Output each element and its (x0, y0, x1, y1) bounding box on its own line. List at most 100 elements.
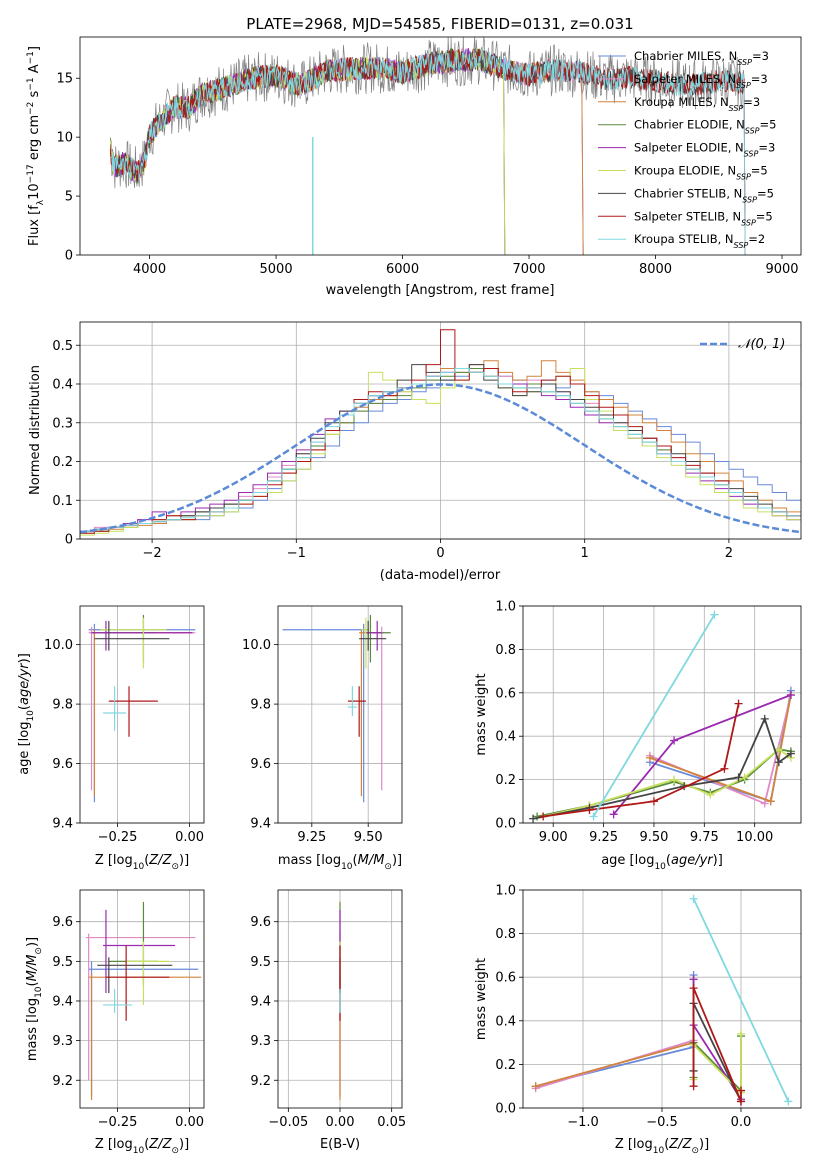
x-tick-label: 0.00 (175, 830, 204, 845)
x-tick-label: −1.0 (567, 1115, 599, 1130)
spectrum-legend: Chabrier MILES, NSSP=3 Salpeter MILES, NS… (598, 49, 776, 250)
x-tick-label: −0.25 (98, 830, 138, 845)
y-tick-label: 9.4 (52, 994, 73, 1009)
weight-line (592, 614, 716, 817)
y-tick-label: 9.2 (250, 1074, 271, 1089)
legend-label: Chabrier STELIB, NSSP=5 (634, 186, 774, 204)
weight-marker (736, 1086, 745, 1095)
y-tick-label: 0 (65, 533, 73, 548)
spectrum-lines (109, 37, 746, 255)
x-tick-label: 8000 (639, 262, 672, 277)
x-tick-label: 0.00 (175, 1115, 204, 1130)
x-tick-label: −0.5 (646, 1115, 678, 1130)
weight_vs_Z-ylabel: mass weight (474, 958, 489, 1040)
weight-line (532, 716, 792, 820)
normal-curve (79, 383, 802, 534)
legend-label: Salpeter ELODIE, NSSP=3 (634, 141, 775, 159)
residuals-axes: −2 −1 0 1 2 0 0.1 0.2 0.3 0.4 0.5 (52, 322, 801, 561)
weight-marker (736, 1029, 745, 1038)
mass_vs_Z-errorbars (85, 901, 202, 1101)
y-tick-label: 0.4 (495, 730, 516, 745)
y-tick-label: 0.6 (495, 971, 516, 986)
x-tick-label: 1 (581, 546, 589, 561)
x-tick-label: 9000 (765, 262, 798, 277)
y-tick-label: 15 (56, 72, 73, 87)
age_vs_Z-frame (79, 605, 205, 824)
weight-line (535, 975, 695, 1088)
age_vs_mass-frame (277, 605, 403, 824)
weight-marker (774, 758, 783, 767)
x-tick-label: 0.00 (326, 1115, 355, 1130)
spectrum-ylabel: Flux [fλ10−17 erg cm−2 s−1 A−1] (26, 46, 46, 246)
y-tick-label: 9.4 (250, 994, 271, 1009)
weight-marker (734, 699, 743, 708)
y-tick-label: 0.1 (52, 494, 73, 509)
mass_vs_Z-frame (79, 889, 205, 1109)
legend-label: Kroupa MILES, NSSP=3 (634, 95, 760, 113)
weight-marker (589, 812, 598, 821)
histogram-step-line (80, 368, 801, 532)
weight-marker (784, 1097, 793, 1106)
y-tick-label: 9.8 (52, 698, 73, 713)
weight-marker (706, 790, 715, 799)
weight-marker (689, 1082, 698, 1091)
y-tick-label: 9.4 (52, 817, 73, 832)
x-tick-label: −0.05 (268, 1115, 308, 1130)
y-tick-label: 0.2 (495, 1058, 516, 1073)
weight-marker (539, 812, 548, 821)
legend-label: Chabrier MILES, NSSP=3 (634, 49, 769, 67)
weight-marker (710, 610, 719, 619)
x-tick-label: 9.75 (690, 830, 719, 845)
weight-marker (774, 745, 783, 754)
age-vs-mass-xlabel: mass [log10(M/M⊙)] (278, 853, 402, 872)
x-tick-label: 7000 (512, 262, 545, 277)
x-tick-label: 0 (436, 546, 444, 561)
y-tick-label: 9.6 (250, 757, 271, 772)
age-vs-Z-ylabel: age [log10(age/yr)] (17, 653, 36, 775)
age-vs-Z-xlabel: Z [log10(Z/Z⊙)] (95, 853, 189, 872)
weight-marker (670, 775, 679, 784)
y-tick-label: 9.3 (52, 1034, 73, 1049)
weight-marker (531, 1082, 540, 1091)
x-tick-label: 9.00 (539, 830, 568, 845)
legend-label: Salpeter MILES, NSSP=3 (634, 72, 768, 90)
spectrum-xlabel: wavelength [Angstrom, rest frame] (326, 283, 555, 298)
weight-marker (689, 975, 698, 984)
weight-marker (786, 749, 795, 758)
y-tick-label: 0.8 (495, 927, 516, 942)
spectrum-model-line (109, 49, 746, 255)
residuals-frame (79, 321, 802, 540)
weight-marker (609, 810, 618, 819)
y-tick-label: 0.5 (52, 339, 73, 354)
y-tick-label: 0.2 (52, 455, 73, 470)
figure-title: PLATE=2968, MJD=54585, FIBERID=0131, z=0… (246, 15, 633, 33)
weight-marker (760, 799, 769, 808)
legend-label: Kroupa ELODIE, NSSP=5 (634, 164, 768, 182)
legend-label-normal: 𝒩(0, 1) (738, 337, 785, 352)
x-tick-label: 9.50 (639, 830, 668, 845)
weight-line (692, 898, 790, 1102)
y-tick-label: 9.8 (250, 698, 271, 713)
x-tick-label: 0.05 (377, 1115, 406, 1130)
y-tick-label: 10.0 (242, 638, 271, 653)
x-tick-label: 9.25 (589, 830, 618, 845)
y-tick-label: 0.4 (52, 378, 73, 393)
y-tick-label: 9.5 (250, 955, 271, 970)
y-tick-label: 0 (65, 249, 73, 264)
x-tick-label: −0.25 (98, 1115, 138, 1130)
y-tick-label: 9.6 (52, 757, 73, 772)
age_vs_Z-axes: −0.25 0.00 9.4 9.6 9.8 10.0 (44, 606, 204, 845)
weight_vs_age-frame (522, 605, 802, 824)
weight-line (542, 748, 792, 818)
legend-label: Salpeter STELIB, NSSP=5 (634, 209, 773, 227)
y-tick-label: 10 (56, 131, 73, 146)
y-tick-label: 9.5 (52, 955, 73, 970)
weight-line (692, 987, 742, 1102)
y-tick-label: 0.8 (495, 643, 516, 658)
weight_vs_Z-lines (531, 894, 793, 1106)
mass-vs-Z-ylabel: mass [log10(M/M⊙)] (25, 937, 44, 1061)
y-tick-label: 1.0 (495, 884, 516, 899)
weight-line (692, 979, 742, 1100)
weight-marker (720, 764, 729, 773)
y-tick-label: 0.0 (495, 1102, 516, 1117)
